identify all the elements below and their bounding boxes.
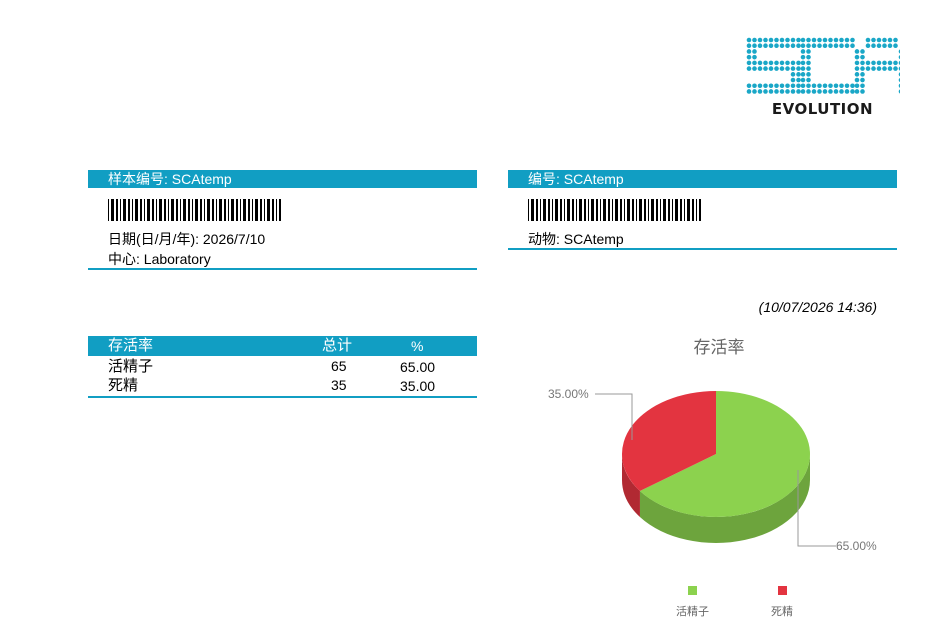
row-percent: 35.00 [400, 378, 436, 394]
logo-wordmark: EVOLUTION [771, 100, 874, 118]
left-panel-rule [88, 268, 477, 270]
svg-text:65.00%: 65.00% [836, 539, 877, 553]
sample-id-bar: 样本编号: SCAtemp [88, 170, 477, 188]
row-label: 活精子 [108, 357, 154, 375]
code-label: 编号: SCAtemp [528, 171, 624, 187]
chart-legend: 活精子 死精 [650, 585, 850, 625]
sample-barcode [108, 199, 281, 221]
header-viability: 存活率 [108, 336, 154, 354]
timestamp: (10/07/2026 14:36) [758, 299, 877, 315]
code-barcode [528, 199, 701, 221]
sca-logo [746, 37, 900, 94]
table-header: 存活率 总计 % [88, 336, 477, 356]
right-panel-rule [508, 248, 897, 250]
svg-text:35.00%: 35.00% [548, 387, 589, 401]
sample-center: 中心: Laboratory [108, 251, 211, 267]
pie-chart: 35.00% 65.00% [548, 387, 877, 553]
header-percent: % [411, 338, 424, 354]
table-rule [88, 396, 477, 398]
pie-slice-dead [622, 391, 716, 492]
legend-label-dead: 死精 [771, 606, 793, 618]
header-total: 总计 [322, 336, 353, 354]
row-label: 死精 [108, 376, 139, 394]
row-total: 65 [331, 358, 347, 374]
code-bar: 编号: SCAtemp [508, 170, 897, 188]
pie-slice-side [622, 454, 640, 518]
legend-swatch-dead [778, 586, 787, 595]
pie-slice-live [639, 391, 810, 517]
table-body: 活精子 65 65.00 死精 35 35.00 [88, 356, 477, 396]
legend-swatch-live [688, 586, 697, 595]
row-percent: 65.00 [400, 359, 436, 375]
sample-date: 日期(日/月/年): 2026/7/10 [108, 231, 266, 247]
legend-label-live: 活精子 [676, 606, 709, 618]
pie-label-live: 65.00% [797, 470, 877, 553]
sample-id-label: 样本编号: SCAtemp [108, 171, 232, 187]
row-total: 35 [331, 377, 347, 393]
animal-label: 动物: SCAtemp [528, 231, 624, 247]
pie-label-dead: 35.00% [548, 387, 633, 440]
pie-slice-side [639, 454, 810, 543]
chart-title: 存活率 [693, 338, 745, 358]
